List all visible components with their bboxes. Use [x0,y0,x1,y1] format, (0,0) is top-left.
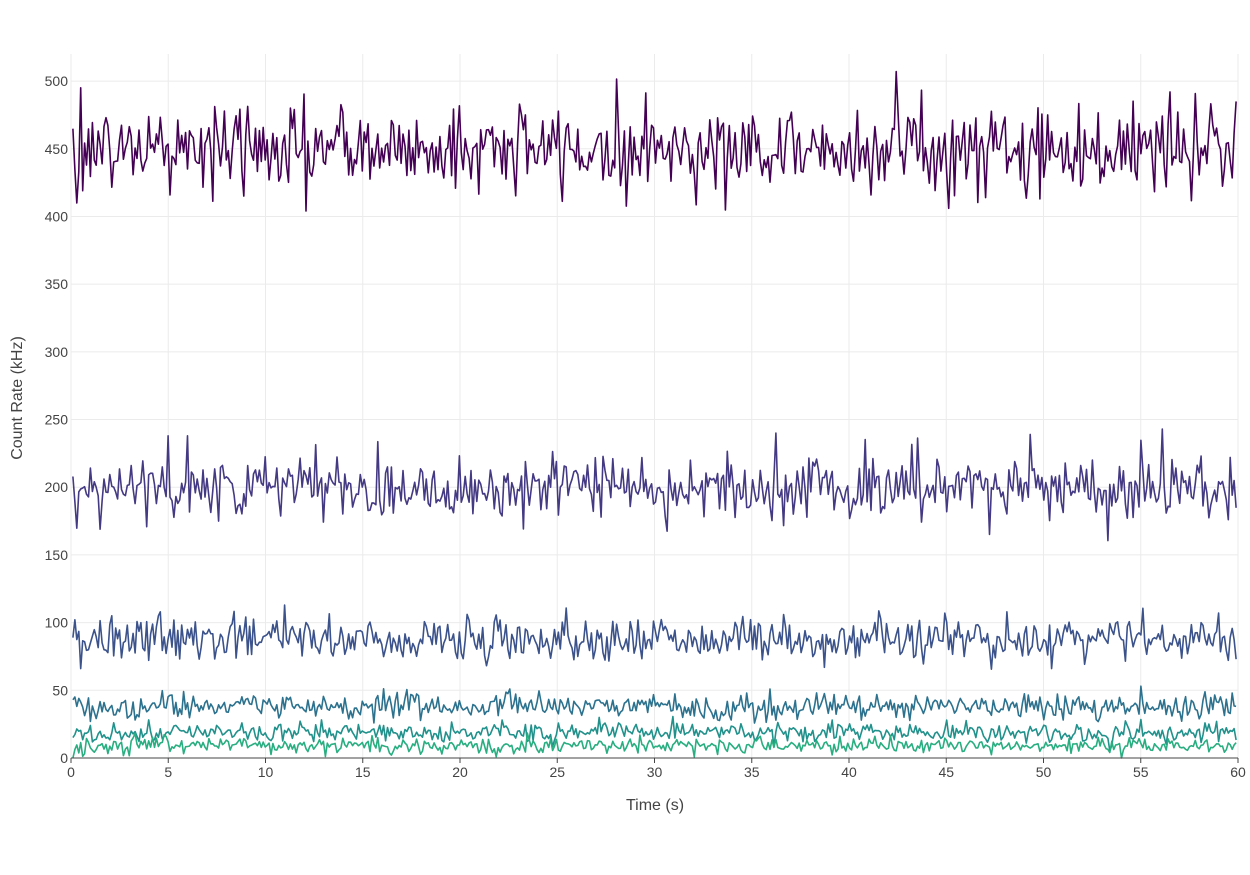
y-tick-label: 300 [45,344,69,360]
x-tick-label: 45 [938,764,954,780]
x-tick-label: 55 [1133,764,1149,780]
y-tick-label: 450 [45,141,69,157]
x-tick-label: 50 [1036,764,1052,780]
series-line-2 [72,428,1237,542]
y-tick-label: 50 [52,682,68,698]
x-axis-title: Time (s) [626,797,684,814]
series-line-1 [72,70,1237,212]
y-tick-label: 150 [45,547,69,563]
y-tick-label: 350 [45,276,69,292]
x-tick-label: 30 [647,764,663,780]
x-tick-label: 20 [452,764,468,780]
tick-labels: 0 5 10 15 20 25 30 35 40 45 50 55 60 0 50 100 150 200 250 3… [45,73,1246,780]
axes [70,757,1239,763]
x-tick-label: 15 [355,764,371,780]
series-line-4 [72,685,1237,724]
series-line-6 [72,732,1237,759]
y-axis-title: Count Rate (kHz) [9,336,26,460]
x-tick-label: 35 [744,764,760,780]
x-tick-label: 0 [67,764,75,780]
series-line-3 [72,604,1237,671]
series-layer [72,70,1237,759]
y-tick-label: 200 [45,479,69,495]
x-tick-label: 5 [164,764,172,780]
y-tick-label: 250 [45,412,69,428]
y-tick-label: 100 [45,615,69,631]
x-tick-label: 40 [841,764,857,780]
x-tick-label: 60 [1230,764,1246,780]
y-tick-label: 400 [45,208,69,224]
x-tick-label: 25 [549,764,565,780]
series-line-5 [72,715,1237,752]
y-tick-label: 500 [45,73,69,89]
x-tick-label: 10 [258,764,274,780]
y-tick-label: 0 [60,750,68,766]
